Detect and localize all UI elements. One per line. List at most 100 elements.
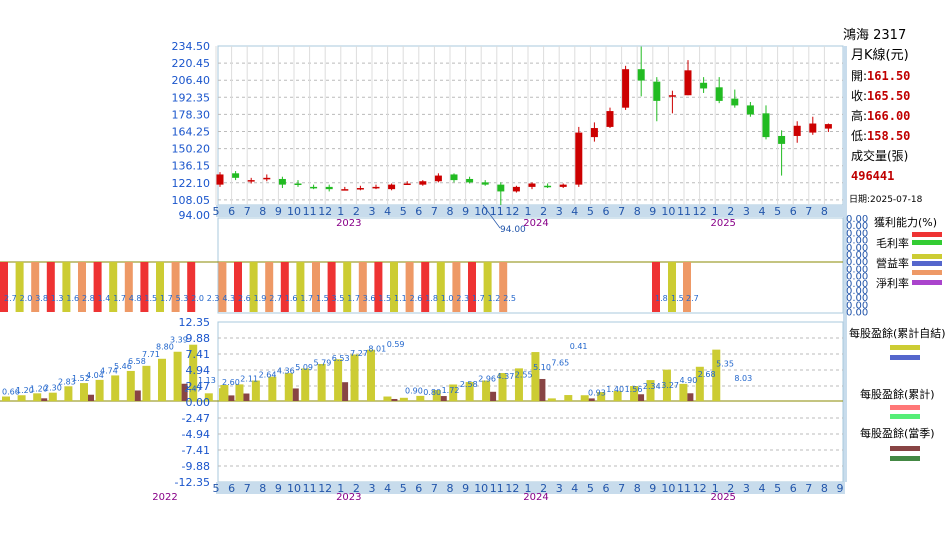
candle-year-label: 2024 xyxy=(523,218,548,229)
candle-body xyxy=(653,81,661,101)
candle-body xyxy=(356,188,364,190)
legend-net-margin: 淨利率 xyxy=(876,277,909,290)
eps-bar xyxy=(580,395,589,401)
eps-bar xyxy=(17,395,26,401)
legend-gross-margin: 毛利率 xyxy=(876,237,909,250)
profit-y-tick: 0.00 xyxy=(846,264,868,275)
candle-month-label: 11 xyxy=(677,205,691,218)
quote-panel: 鴻海 2317 月K線(元) 開:161.50 收:165.50 高:166.0… xyxy=(843,26,950,210)
eps-bar xyxy=(173,351,182,401)
profit-bar-label: 1.0 xyxy=(441,294,454,303)
candle-body xyxy=(216,174,224,185)
profit-bar xyxy=(78,262,86,312)
eps-bar xyxy=(301,368,310,401)
eps-bar-label: 2.68 xyxy=(698,370,716,379)
candle-body xyxy=(684,70,692,96)
profit-bar xyxy=(0,262,8,312)
candle-y-tick: 150.20 xyxy=(172,143,211,156)
profit-bar-label: 3.6 xyxy=(363,294,376,303)
candle-body xyxy=(793,125,801,136)
profit-bar xyxy=(171,262,180,312)
eps-bar-label: 2.58 xyxy=(460,380,478,389)
candle-month-label: 9 xyxy=(462,205,469,218)
eps-bar xyxy=(482,380,491,401)
candle-month-label: 11 xyxy=(490,205,504,218)
eps-bar xyxy=(126,370,135,401)
eps-month-label: 12 xyxy=(318,482,332,495)
profit-bar-label: 5.3 xyxy=(176,294,189,303)
eps-bar-label: 1.40 xyxy=(606,385,624,394)
eps-y-tick: -7.41 xyxy=(182,444,210,457)
candle-body xyxy=(590,128,598,138)
eps-bar xyxy=(189,344,198,401)
eps-y-tick: -12.35 xyxy=(175,476,210,489)
candle-month-label: 6 xyxy=(415,205,422,218)
candle-body xyxy=(294,183,302,185)
profit-bar xyxy=(405,262,414,312)
profit-bar xyxy=(140,262,149,312)
eps-month-label: 6 xyxy=(790,482,797,495)
profit-y-tick: 0.00 xyxy=(846,293,868,304)
eps-bar xyxy=(95,379,104,401)
candle-body xyxy=(341,189,349,191)
eps-bar-label: 4.37 xyxy=(497,372,515,381)
profit-bar-label: 2.6 xyxy=(238,294,251,303)
candle-y-tick: 108.05 xyxy=(172,194,211,207)
eps-bar xyxy=(449,384,458,401)
eps-month-label: 7 xyxy=(805,482,812,495)
profit-bar-label: 1.4 xyxy=(98,294,111,303)
profit-bar xyxy=(483,262,492,312)
eps-bar-label: 0.59 xyxy=(387,340,405,349)
eps-bar xyxy=(646,380,655,401)
eps-month-label: 8 xyxy=(821,482,828,495)
eps-bar xyxy=(399,397,408,401)
legend-eps-cum-self: 每股盈餘(累計自結) xyxy=(849,327,946,340)
candle-year-label: 2025 xyxy=(710,218,735,229)
eps-q-bar xyxy=(181,383,188,401)
eps-bar xyxy=(219,388,227,401)
eps-bar-label: 7.65 xyxy=(551,358,569,367)
eps-month-label: 7 xyxy=(244,482,251,495)
eps-month-label: 7 xyxy=(431,482,438,495)
candle-month-label: 6 xyxy=(603,205,610,218)
candle-body xyxy=(263,177,271,180)
legend-gross-swatch-2 xyxy=(912,240,942,245)
profit-bar xyxy=(62,262,71,312)
profit-bar-label: 1.7 xyxy=(160,294,173,303)
eps-y-tick: 9.88 xyxy=(186,332,211,345)
candle-month-label: 5 xyxy=(213,205,220,218)
profit-legend-title: 獲利能力(%) xyxy=(874,216,938,229)
candle-body xyxy=(232,173,240,178)
candle-y-tick: 136.15 xyxy=(172,160,211,173)
eps-bar xyxy=(204,393,213,401)
candle-body xyxy=(419,181,427,185)
eps-bar-label: 5.79 xyxy=(314,358,332,367)
gridlines xyxy=(0,46,843,467)
eps-month-label: 9 xyxy=(837,482,844,495)
eps-bar-label: 3.39 xyxy=(170,336,188,345)
candle-month-label: 12 xyxy=(693,205,707,218)
profit-y-tick: 0.00 xyxy=(846,250,868,261)
profit-y-tick: 0.00 xyxy=(846,286,868,297)
eps-q-bar xyxy=(490,391,497,401)
eps-bar-label: 2.64 xyxy=(259,371,277,380)
eps-bar xyxy=(284,373,293,401)
eps-y-tick: 7.41 xyxy=(186,348,211,361)
candle-month-label: 6 xyxy=(228,205,235,218)
candle-body xyxy=(778,135,786,144)
candle-y-tick: 94.00 xyxy=(179,209,211,222)
eps-year-label: 2025 xyxy=(710,492,735,503)
candle-y-tick: 234.50 xyxy=(172,40,211,53)
eps-month-label: 1 xyxy=(337,482,344,495)
profit-bar-label: 1.7 xyxy=(113,294,126,303)
eps-y-tick: 2.47 xyxy=(186,380,211,393)
candle-month-label: 5 xyxy=(587,205,594,218)
eps-year-label: 2024 xyxy=(523,492,548,503)
candle-body xyxy=(388,184,396,190)
eps-bar-label: 0.90 xyxy=(405,387,423,396)
profit-bar-label: 1.5 xyxy=(316,294,329,303)
eps-bar-label: 4.04 xyxy=(86,371,104,380)
candle-month-label: 7 xyxy=(244,205,251,218)
profit-bar-label: 1.5 xyxy=(378,294,391,303)
candle-body xyxy=(372,186,380,189)
